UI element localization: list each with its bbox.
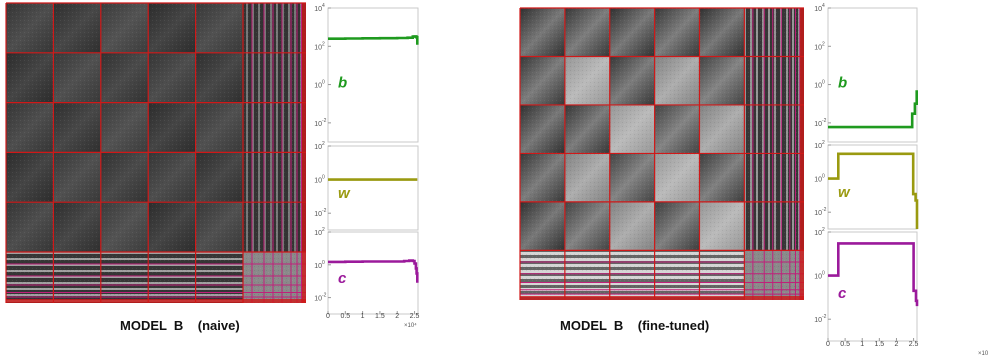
subplot-frame [827, 144, 918, 230]
y-tick-exponent: 0 [322, 175, 325, 181]
y-tick-exponent: 2 [822, 41, 825, 47]
y-tick-label: 10 [314, 296, 322, 303]
series-label-b: b [838, 75, 847, 92]
y-tick-exponent: 4 [322, 3, 325, 9]
y-tick-exponent: -2 [822, 207, 827, 213]
y-tick-exponent: 0 [322, 80, 325, 86]
subplot-frame [827, 7, 918, 143]
y-tick-exponent: -2 [822, 118, 827, 124]
y-tick-exponent: 2 [822, 140, 825, 146]
series-label-b: b [338, 75, 347, 92]
x-axis-multiplier: ×10⁴ [404, 322, 417, 329]
x-tick-label: 1.5 [375, 313, 385, 320]
y-tick-label: 10 [314, 44, 322, 51]
x-tick-label: 0.5 [340, 313, 350, 320]
x-tick-label: 2.5 [410, 313, 420, 320]
y-tick-label: 10 [814, 83, 822, 90]
y-tick-label: 10 [814, 230, 822, 237]
heatmap-right-edge [800, 8, 804, 300]
y-tick-label: 10 [814, 6, 822, 13]
y-tick-exponent: 2 [822, 227, 825, 233]
y-tick-exponent: 2 [322, 41, 325, 47]
caption-fine-tuned: MODEL B (fine-tuned) [560, 318, 710, 333]
x-tick-label: 2 [895, 341, 899, 348]
y-tick-label: 10 [814, 210, 822, 217]
y-tick-label: 10 [314, 178, 322, 185]
y-tick-label: 10 [314, 144, 322, 151]
y-tick-label: 10 [814, 143, 822, 150]
y-tick-label: 10 [314, 6, 322, 13]
y-tick-label: 10 [314, 121, 322, 128]
y-tick-exponent: 0 [822, 271, 825, 277]
y-tick-label: 10 [314, 230, 322, 237]
series-line-c [828, 242, 919, 307]
series-label-w: w [838, 184, 851, 201]
subplot-frame [327, 145, 419, 231]
series-line-c [328, 259, 419, 283]
x-tick-label: 1 [860, 341, 864, 348]
y-tick-label: 10 [814, 274, 822, 281]
y-tick-label: 10 [814, 177, 822, 184]
x-axis-multiplier: ×10 [978, 351, 989, 357]
heatmap-fine-tuned [519, 7, 804, 300]
heatmap-right-edge [302, 3, 306, 303]
x-tick-label: 0 [826, 341, 830, 348]
caption-naive: MODEL B (naive) [120, 318, 240, 333]
series-line-b [328, 35, 419, 45]
y-tick-exponent: 2 [322, 141, 325, 147]
subplot-frame [827, 231, 918, 342]
x-tick-label: 2.5 [909, 341, 919, 348]
series-label-c: c [838, 285, 847, 302]
x-tick-label: 0.5 [840, 341, 850, 348]
y-tick-exponent: 4 [822, 3, 825, 9]
series-label-w: w [338, 185, 351, 202]
y-tick-exponent: 0 [322, 260, 325, 266]
series-line-w [828, 152, 919, 229]
heatmap-naive [5, 2, 306, 303]
x-tick-label: 0 [326, 313, 330, 320]
y-tick-label: 10 [814, 121, 822, 128]
subplot-frame [327, 7, 419, 143]
y-tick-label: 10 [314, 83, 322, 90]
heatmap-texture [6, 3, 306, 303]
x-tick-label: 1.5 [874, 341, 884, 348]
x-tick-label: 1 [361, 313, 365, 320]
y-tick-label: 10 [814, 44, 822, 51]
heatmap-bottom-edge [520, 296, 804, 300]
y-tick-exponent: -2 [822, 314, 827, 320]
y-tick-label: 10 [814, 317, 822, 324]
y-tick-exponent: 0 [822, 80, 825, 86]
series-line-b [828, 90, 918, 129]
x-tick-label: 2 [395, 313, 399, 320]
y-tick-exponent: -2 [322, 118, 327, 124]
y-tick-exponent: -2 [322, 293, 327, 299]
y-tick-exponent: 2 [322, 227, 325, 233]
heatmap-bottom-edge [6, 299, 306, 303]
y-tick-exponent: 0 [822, 174, 825, 180]
series-label-c: c [338, 270, 347, 287]
subplot-frame [327, 231, 419, 315]
y-tick-label: 10 [314, 263, 322, 270]
y-tick-label: 10 [314, 211, 322, 218]
y-tick-exponent: -2 [322, 208, 327, 214]
